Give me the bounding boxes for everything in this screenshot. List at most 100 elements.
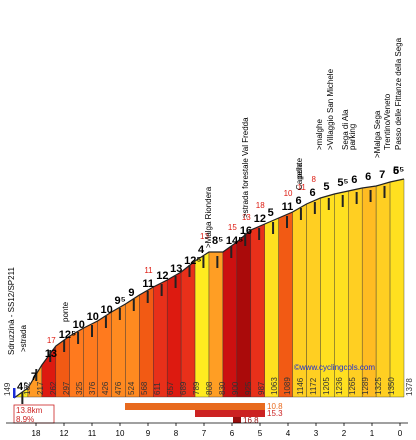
max-gradient-label: 11: [144, 266, 153, 275]
altitude-label: 476: [114, 381, 123, 395]
profile-segment: [180, 260, 196, 398]
gradient-label: 6: [309, 187, 315, 199]
profile-segment: [208, 251, 224, 398]
altitude-label: 1063: [270, 377, 279, 395]
location-annotation: Capella: [295, 162, 304, 190]
max-gradient-label: 11: [298, 183, 307, 192]
altitude-label: 611: [153, 382, 162, 395]
profile-segment: [264, 217, 279, 398]
credit-text: ©www.cyclingcols.com: [294, 363, 375, 372]
max-gradient-value: 15.3: [267, 409, 283, 418]
x-tick-label: 1: [370, 429, 375, 438]
gradient-label: 12: [254, 213, 266, 225]
x-tick-label: 11: [88, 429, 97, 438]
profile-segment: [222, 241, 238, 398]
gradient-label: 9: [128, 287, 134, 299]
profile-segment: [236, 229, 251, 398]
start-altitude: 149: [3, 382, 12, 396]
x-tick-label: 9: [146, 429, 151, 438]
x-tick-label: 4: [286, 429, 291, 438]
location-annotation: ponte: [61, 301, 70, 322]
start-marker: [13, 388, 16, 398]
gradient-label: 4⁵: [17, 381, 28, 393]
max-gradient-bar: [195, 410, 265, 417]
profile-segment: [278, 211, 293, 398]
max-gradient-label: 18: [256, 201, 265, 210]
gradient-label: 9⁵: [114, 295, 125, 307]
location-annotation: >malghe: [315, 119, 324, 150]
gradient-label: 14⁵: [226, 235, 243, 247]
altitude-label: 1289: [361, 377, 370, 395]
gradient-label: 12: [156, 270, 168, 282]
max-gradient-label: 13: [200, 232, 209, 241]
altitude-label: 808: [205, 381, 214, 395]
altitude-label: 1146: [296, 377, 305, 395]
profile-outline: [13, 178, 405, 399]
profile-segment: [375, 181, 391, 398]
profile-segment: [153, 279, 168, 398]
climb-distance: 13.8km: [16, 406, 43, 415]
location-annotation: Passo delle Fittanze della Sega: [394, 37, 403, 150]
altitude-label: 789: [192, 381, 201, 395]
profile-segment: [139, 286, 154, 398]
x-tick-label: 7: [202, 429, 207, 438]
altitude-label: 830: [218, 381, 227, 395]
altitude-label: 162: [23, 381, 32, 395]
gradient-label: 5: [268, 207, 274, 219]
altitude-label: 262: [49, 381, 58, 395]
gradient-label: 7: [379, 169, 385, 181]
altitude-label: 297: [62, 381, 71, 395]
altitude-label: 1236: [335, 377, 344, 395]
gradient-label: 11: [142, 278, 154, 290]
gradient-label: 12⁵: [59, 329, 76, 341]
profile-segment: [167, 271, 182, 398]
location-annotation: >Malga Sega: [373, 110, 382, 158]
location-annotation: Trentino/Veneto: [383, 93, 392, 150]
x-tick-label: 0: [398, 429, 403, 438]
altitude-label: 689: [179, 381, 188, 395]
x-tick-label: 18: [32, 429, 41, 438]
gradient-label: 12⁵: [184, 255, 201, 267]
location-annotation: Sdruzzinà - SS12/SP211: [7, 267, 16, 355]
gradient-label: 8⁵: [212, 235, 223, 247]
altitude-label: 325: [75, 381, 84, 395]
location-annotation: >strada forestale Val Fredda: [241, 117, 250, 218]
altitude-label: 376: [88, 381, 97, 395]
location-annotation: >Villaggio San Michele: [326, 68, 335, 150]
altitude-label: 426: [101, 381, 110, 395]
altitude-label: 217: [36, 381, 45, 395]
gradient-label: 4: [198, 244, 205, 256]
x-tick-label: 8: [174, 429, 179, 438]
location-annotation: >Malga Riondera: [204, 186, 213, 248]
profile-segment: [250, 223, 265, 398]
gradient-label: 6: [296, 195, 302, 207]
max-gradient-bar: [233, 417, 241, 423]
location-annotation: parking: [348, 124, 357, 150]
x-tick-label: 5: [258, 429, 263, 438]
altitude-label: 925: [244, 381, 253, 395]
altitude-label: 524: [127, 381, 136, 395]
altitude-label: 568: [140, 381, 149, 395]
max-gradient-value: 16.8: [243, 416, 259, 425]
x-tick-label: 2: [342, 429, 347, 438]
location-annotation: ponte: [295, 157, 304, 178]
profile-segment: [194, 251, 210, 398]
gradient-label: 6: [393, 165, 399, 177]
gradient-label: 7: [31, 371, 37, 383]
x-tick-label: 12: [60, 429, 69, 438]
max-gradient-label: 15: [228, 223, 237, 232]
climb-gradient: 8.9%: [16, 415, 34, 424]
gradient-label: 6: [351, 174, 357, 186]
max-gradient-label: 8: [311, 175, 316, 184]
gradient-label: 10: [87, 311, 99, 323]
max-gradient-label: 13: [242, 213, 251, 222]
max-gradient-label: 17: [47, 336, 56, 345]
gradient-label: 10: [73, 319, 85, 331]
altitude-label: 1089: [283, 377, 292, 395]
gradient-label: 5⁵: [393, 165, 404, 177]
altitude-label: 987: [257, 381, 266, 395]
altitude-label: 900: [231, 381, 240, 395]
gradient-label: 6: [365, 171, 371, 183]
altitude-label: 1172: [309, 377, 318, 395]
